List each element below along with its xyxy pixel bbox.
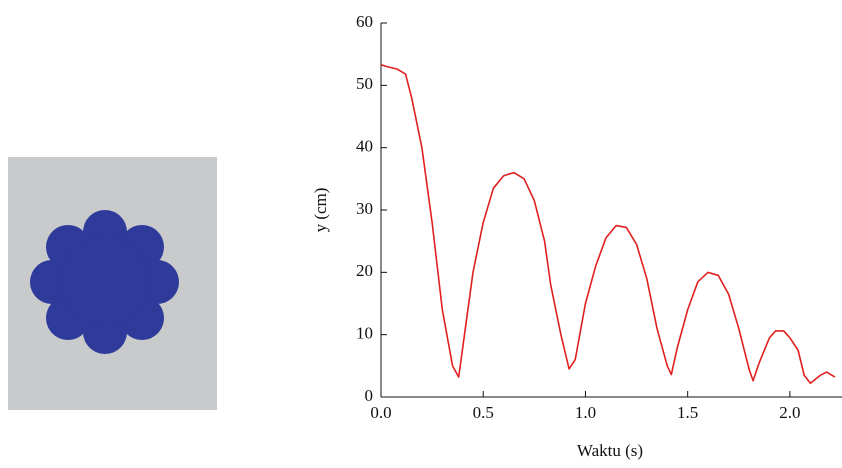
flower-object: [30, 210, 179, 354]
y-tick-label: 30: [356, 199, 373, 218]
y-tick-label: 20: [356, 261, 373, 280]
x-tick-label: 2.0: [779, 403, 800, 422]
y-tick-label: 10: [356, 324, 373, 343]
data-line: [380, 63, 836, 385]
y-axis-label: y (cm): [311, 188, 330, 233]
photo: [8, 157, 217, 410]
x-axis-label: Waktu (s): [577, 441, 643, 460]
x-tick-label: 1.5: [677, 403, 698, 422]
y-tick-label: 0: [365, 386, 374, 405]
y-tick-label: 60: [356, 12, 373, 31]
y-tick-label: 40: [356, 137, 373, 156]
x-tick-label: 0.0: [370, 403, 391, 422]
y-tick-label: 50: [356, 74, 373, 93]
x-tick-label: 1.0: [575, 403, 596, 422]
x-tick-label: 0.5: [473, 403, 494, 422]
